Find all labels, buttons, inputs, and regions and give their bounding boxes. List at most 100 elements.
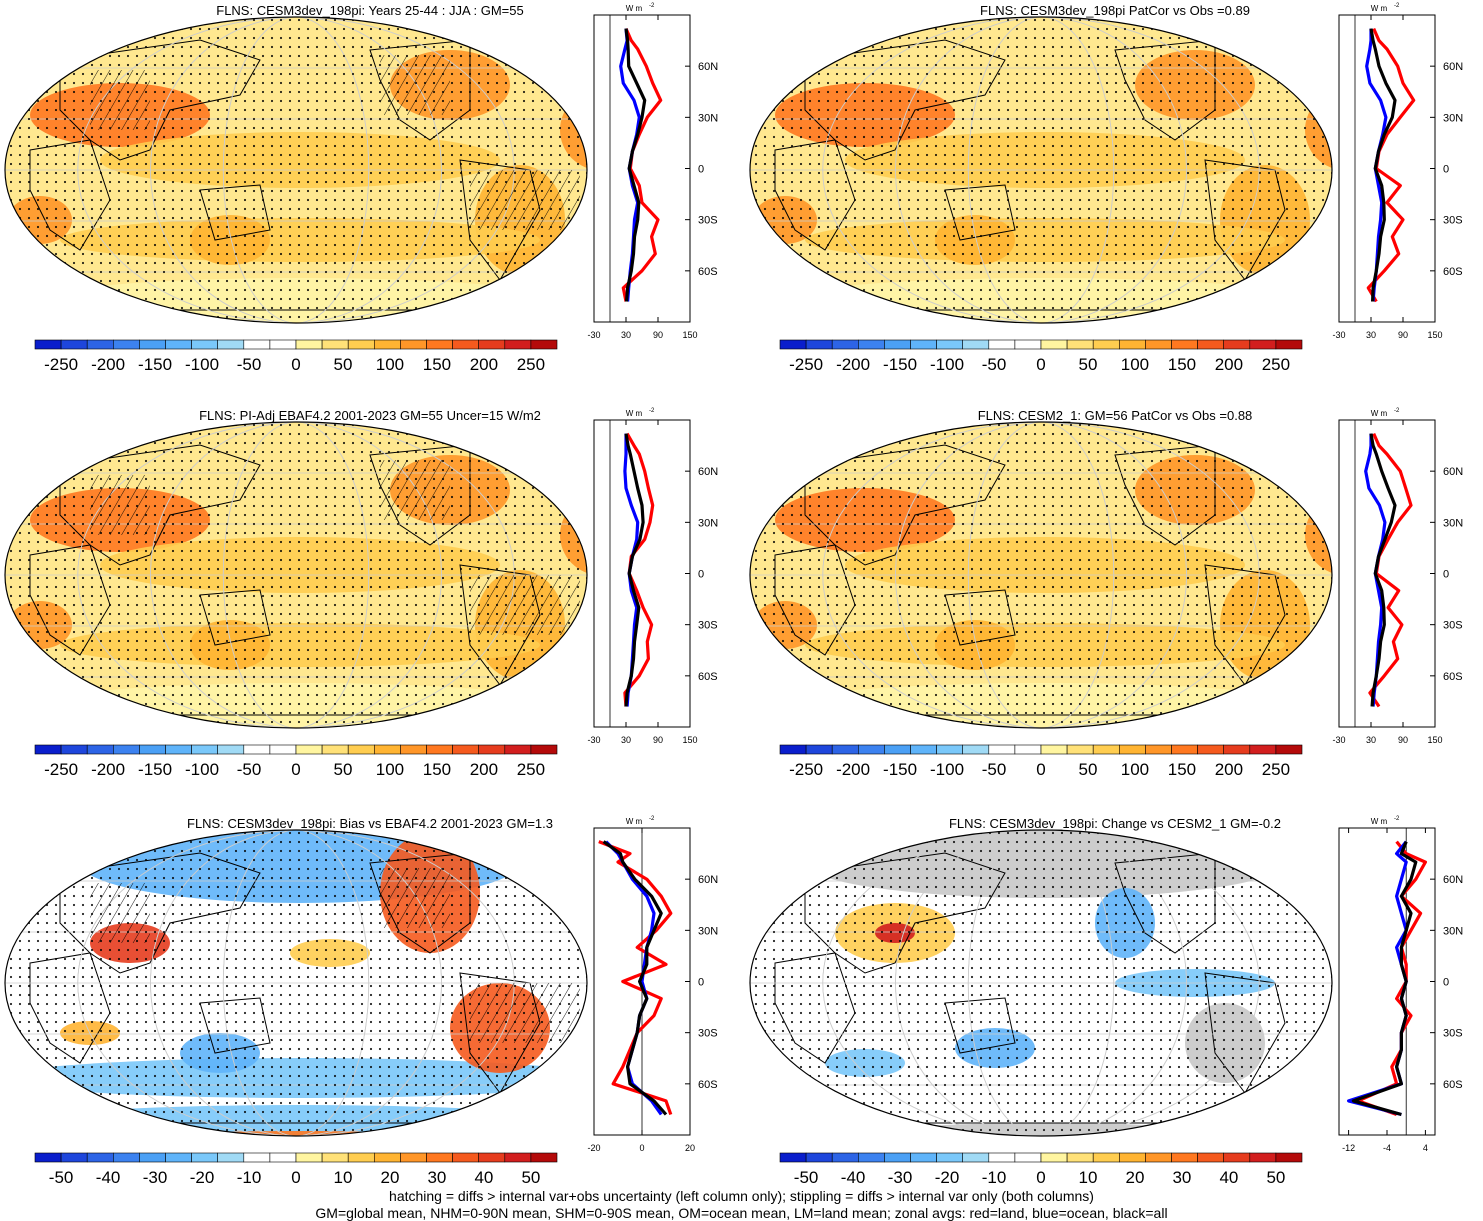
colorbar-swatch — [504, 1152, 532, 1163]
colorbar-tick-label: 50 — [334, 355, 353, 374]
colorbar-swatch — [1275, 744, 1303, 755]
zonal-value-tick-label: -30 — [1332, 330, 1345, 340]
zonal-lat-tick-label: 0 — [698, 569, 704, 581]
colorbar-tick-label: 150 — [423, 355, 451, 374]
colorbar-swatch — [1118, 744, 1146, 755]
colorbar: -250 -200 -150 -100 -50 0 50 100 150 200 250 — [779, 339, 1303, 374]
colorbar: -50 -40 -30 -20 -10 0 10 20 30 40 50 — [779, 1152, 1303, 1187]
panel-3: -250 -200 -150 -100 -50 0 50 100 150 200 250 W m -2 6… — [4, 408, 718, 779]
colorbar-swatch — [86, 744, 114, 755]
zonal-lat-tick-label: 30S — [698, 620, 718, 632]
colorbar-swatch — [373, 744, 401, 755]
panel-4: -250 -200 -150 -100 -50 0 50 100 150 200 250 W m -2 6… — [749, 408, 1463, 779]
colorbar-tick-label: 0 — [1036, 1168, 1045, 1187]
colorbar-swatch — [60, 339, 88, 350]
zonal-mean-plot: W m -2 60N 30N 0 30S 60S -30 30 90 150 — [1332, 408, 1463, 745]
colorbar-swatch — [60, 744, 88, 755]
zonal-lat-tick-label: 60S — [1443, 1079, 1463, 1091]
colorbar-swatch — [1249, 744, 1277, 755]
zonal-unit-superscript: -2 — [1394, 816, 1400, 822]
colorbar-swatch — [347, 1152, 375, 1163]
zonal-series-land — [1356, 840, 1428, 1117]
colorbar-swatch — [191, 1152, 219, 1163]
colorbar-tick-label: 0 — [291, 355, 300, 374]
colorbar-swatch — [910, 1152, 937, 1163]
zonal-lat-tick-label: 60S — [1443, 671, 1463, 683]
colorbar-tick-label: -50 — [237, 760, 262, 779]
colorbar-swatch — [165, 1152, 192, 1163]
zonal-series-all — [624, 433, 645, 707]
colorbar: -250 -200 -150 -100 -50 0 50 100 150 200 250 — [34, 744, 558, 779]
colorbar-swatch — [936, 1152, 964, 1163]
colorbar-tick-label: 50 — [1079, 355, 1098, 374]
colorbar-tick-label: -50 — [49, 1168, 74, 1187]
colorbar-swatch — [831, 744, 859, 755]
colorbar-tick-label: 0 — [291, 760, 300, 779]
colorbar-swatch — [779, 1152, 807, 1163]
panel-title: FLNS: CESM3dev_198pi: Years 25-44 : JJA … — [216, 3, 524, 18]
colorbar-swatch — [1014, 1152, 1042, 1163]
colorbar-tick-label: 200 — [470, 760, 498, 779]
colorbar-swatch — [426, 339, 453, 350]
zonal-lat-tick-label: 30S — [698, 215, 718, 227]
zonal-value-tick-label: 90 — [1398, 735, 1408, 745]
zonal-value-tick-label: 0 — [639, 1143, 644, 1153]
colorbar-swatch — [321, 339, 349, 350]
zonal-unit-superscript: -2 — [649, 816, 655, 822]
colorbar-tick-label: -100 — [185, 355, 219, 374]
zonal-unit-superscript: -2 — [649, 3, 655, 9]
panel-title: FLNS: CESM3dev_198pi PatCor vs Obs =0.89 — [980, 3, 1250, 18]
zonal-lat-tick-label: 60S — [698, 671, 718, 683]
zonal-series-all — [602, 840, 668, 1116]
colorbar-swatch — [1145, 339, 1172, 350]
zonal-unit-label: W m — [1371, 409, 1388, 418]
colorbar-swatch — [478, 339, 506, 350]
colorbar-swatch — [910, 744, 937, 755]
colorbar-swatch — [530, 339, 558, 350]
colorbar-swatch — [858, 339, 885, 350]
colorbar-swatch — [113, 1152, 140, 1163]
colorbar-swatch — [1223, 339, 1251, 350]
zonal-unit-superscript: -2 — [1394, 3, 1400, 9]
colorbar-swatch — [1118, 339, 1146, 350]
colorbar-swatch — [1275, 1152, 1303, 1163]
colorbar-tick-label: -50 — [982, 760, 1007, 779]
colorbar-swatch — [139, 744, 166, 755]
colorbar-swatch — [86, 1152, 114, 1163]
colorbar-tick-label: 40 — [474, 1168, 493, 1187]
colorbar-tick-label: -150 — [883, 355, 917, 374]
colorbar-swatch — [805, 744, 833, 755]
colorbar-tick-label: 50 — [1079, 760, 1098, 779]
zonal-unit-label: W m — [626, 4, 643, 13]
zonal-value-tick-label: 150 — [1427, 330, 1442, 340]
zonal-value-tick-label: 30 — [1366, 735, 1376, 745]
colorbar-swatch — [452, 1152, 480, 1163]
colorbar-tick-label: -20 — [190, 1168, 215, 1187]
colorbar-swatch — [1223, 744, 1251, 755]
colorbar-tick-label: 30 — [1172, 1168, 1191, 1187]
colorbar-swatch — [962, 339, 990, 350]
colorbar-tick-label: -250 — [789, 355, 823, 374]
colorbar-swatch — [1171, 1152, 1198, 1163]
colorbar-swatch — [504, 744, 532, 755]
zonal-lat-tick-label: 60N — [1443, 466, 1463, 478]
zonal-value-tick-label: 30 — [1366, 330, 1376, 340]
zonal-lat-tick-label: 60N — [698, 874, 718, 886]
zonal-value-tick-label: -30 — [587, 735, 600, 745]
zonal-mean-plot: W m -2 60N 30N 0 30S 60S -30 30 90 150 — [1332, 3, 1463, 340]
colorbar-swatch — [1249, 1152, 1277, 1163]
colorbar-tick-label: 150 — [1168, 760, 1196, 779]
colorbar-swatch — [1171, 339, 1198, 350]
colorbar-swatch — [936, 339, 964, 350]
colorbar-swatch — [1145, 1152, 1172, 1163]
colorbar-swatch — [295, 744, 323, 755]
zonal-lat-tick-label: 30S — [1443, 620, 1463, 632]
zonal-lat-tick-label: 60N — [698, 466, 718, 478]
colorbar-swatch — [779, 744, 807, 755]
colorbar-swatch — [884, 339, 911, 350]
colorbar-tick-label: 0 — [291, 1168, 300, 1187]
zonal-series-all — [1369, 28, 1397, 302]
colorbar-swatch — [347, 744, 375, 755]
zonal-lat-tick-label: 60S — [1443, 266, 1463, 278]
colorbar-swatch — [530, 744, 558, 755]
